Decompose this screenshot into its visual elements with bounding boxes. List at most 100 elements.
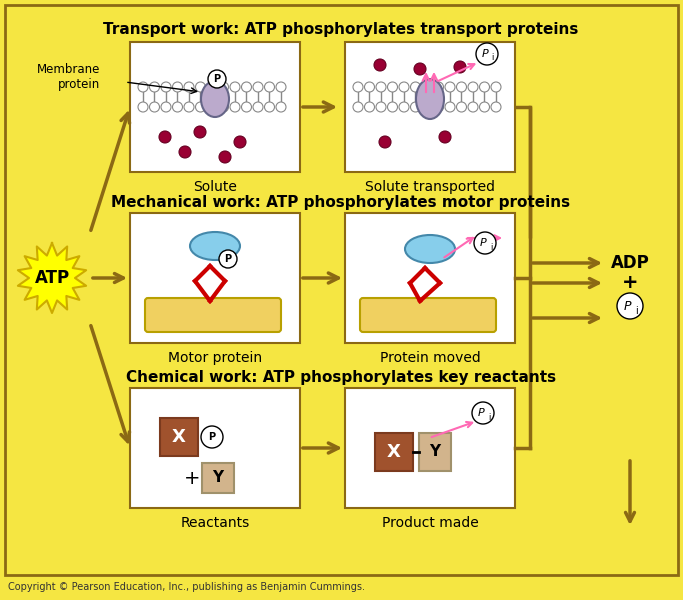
Circle shape [207,82,217,92]
Ellipse shape [190,232,240,260]
FancyBboxPatch shape [419,433,451,471]
Circle shape [454,61,466,73]
FancyBboxPatch shape [130,213,300,343]
Circle shape [276,82,286,92]
Circle shape [264,102,275,112]
Circle shape [434,82,443,92]
Circle shape [445,102,455,112]
Circle shape [491,102,501,112]
Circle shape [208,70,226,88]
FancyBboxPatch shape [160,418,198,456]
Circle shape [242,82,251,92]
Circle shape [387,82,398,92]
Circle shape [376,102,386,112]
Text: Y: Y [212,470,223,485]
Text: Motor protein: Motor protein [168,351,262,365]
Circle shape [161,102,171,112]
Circle shape [476,43,498,65]
Text: Protein moved: Protein moved [380,351,480,365]
Text: i: i [491,53,493,62]
Circle shape [445,82,455,92]
Circle shape [365,82,374,92]
Text: +: + [622,274,638,292]
Circle shape [422,82,432,92]
FancyBboxPatch shape [5,5,678,575]
Circle shape [138,102,148,112]
Circle shape [365,102,374,112]
Circle shape [410,102,421,112]
Circle shape [230,102,240,112]
Circle shape [150,102,160,112]
Text: P: P [479,238,486,248]
Circle shape [456,102,466,112]
Circle shape [353,102,363,112]
Circle shape [276,102,286,112]
FancyBboxPatch shape [345,388,515,508]
FancyBboxPatch shape [145,298,281,332]
Circle shape [491,82,501,92]
Circle shape [219,250,237,268]
Text: Solute: Solute [193,180,237,194]
Circle shape [253,82,263,92]
Circle shape [617,293,643,319]
Text: P: P [225,254,232,264]
Text: Reactants: Reactants [180,516,249,530]
Text: +: + [184,469,200,487]
Text: ADP: ADP [611,254,650,272]
Text: ATP: ATP [34,269,70,287]
Circle shape [207,102,217,112]
Circle shape [194,126,206,138]
Circle shape [468,102,478,112]
Text: P: P [624,299,630,313]
Circle shape [230,82,240,92]
Circle shape [173,82,182,92]
Circle shape [242,102,251,112]
Circle shape [150,82,160,92]
FancyBboxPatch shape [345,213,515,343]
Circle shape [234,136,246,148]
Text: X: X [387,443,401,461]
FancyBboxPatch shape [130,42,300,172]
Text: Chemical work: ATP phosphorylates key reactants: Chemical work: ATP phosphorylates key re… [126,370,556,385]
FancyBboxPatch shape [375,433,413,471]
Text: Solute transported: Solute transported [365,180,495,194]
Circle shape [399,102,409,112]
Circle shape [253,102,263,112]
Text: Product made: Product made [382,516,478,530]
Circle shape [468,82,478,92]
Text: P: P [213,74,221,84]
Circle shape [195,82,206,92]
Circle shape [439,131,451,143]
Circle shape [474,232,496,254]
Circle shape [219,102,229,112]
Text: P: P [208,432,216,442]
Text: Transport work: ATP phosphorylates transport proteins: Transport work: ATP phosphorylates trans… [103,22,579,37]
Circle shape [374,59,386,71]
Circle shape [410,82,421,92]
Circle shape [161,82,171,92]
FancyBboxPatch shape [360,298,496,332]
FancyBboxPatch shape [345,42,515,172]
Circle shape [201,426,223,448]
Text: Y: Y [430,445,441,460]
Circle shape [184,82,194,92]
Circle shape [173,102,182,112]
Circle shape [379,136,391,148]
Text: P: P [482,49,488,59]
Text: P: P [477,408,484,418]
Circle shape [422,102,432,112]
Text: Membrane
protein: Membrane protein [37,63,100,91]
Circle shape [159,131,171,143]
Circle shape [387,102,398,112]
FancyBboxPatch shape [202,463,234,493]
Text: Copyright © Pearson Education, Inc., publishing as Benjamin Cummings.: Copyright © Pearson Education, Inc., pub… [8,582,365,592]
Circle shape [414,63,426,75]
Polygon shape [18,243,86,313]
Circle shape [479,102,490,112]
Ellipse shape [416,79,444,119]
Circle shape [195,102,206,112]
Circle shape [179,146,191,158]
Text: X: X [172,428,186,446]
Circle shape [472,402,494,424]
Circle shape [399,82,409,92]
